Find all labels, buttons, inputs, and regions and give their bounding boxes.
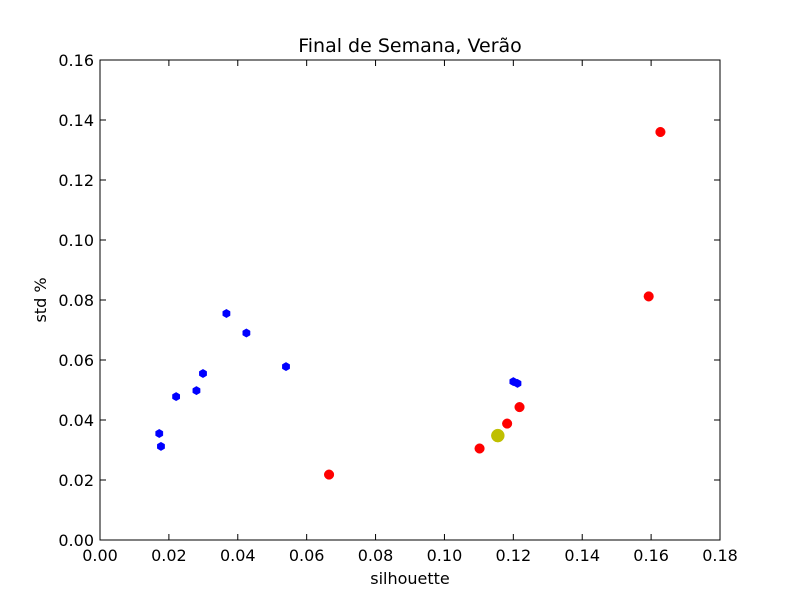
- data-point: [502, 418, 513, 429]
- x-axis-label: silhouette: [370, 569, 450, 588]
- x-tick-label: 0.18: [702, 546, 738, 565]
- y-tick-label: 0.12: [58, 171, 94, 190]
- y-axis-label: std %: [31, 277, 50, 322]
- x-tick-label: 0.08: [358, 546, 394, 565]
- data-point: [324, 469, 335, 480]
- data-point: [282, 362, 290, 372]
- data-point: [514, 402, 525, 413]
- y-tick-label: 0.04: [58, 411, 94, 430]
- x-tick-label: 0.16: [633, 546, 669, 565]
- data-point: [172, 392, 181, 402]
- chart-title: Final de Semana, Verão: [298, 35, 522, 57]
- data-point: [157, 441, 165, 451]
- data-points: [155, 126, 666, 480]
- data-point: [199, 369, 207, 378]
- data-point: [655, 126, 666, 138]
- x-tick-labels: 0.00 0.02 0.04 0.06 0.08 0.10 0.12 0.14 0.16 0.18: [82, 546, 738, 565]
- x-tick-label: 0.04: [220, 546, 256, 565]
- y-tick-label: 0.06: [58, 351, 94, 370]
- y-tick-label: 0.08: [58, 291, 94, 310]
- data-point: [222, 309, 231, 318]
- y-tick-labels: 0.00 0.02 0.04 0.06 0.08 0.10 0.12 0.14 0.16: [58, 51, 94, 550]
- y-tick-label: 0.14: [58, 111, 94, 130]
- x-tick-label: 0.00: [82, 546, 118, 565]
- x-tick-label: 0.06: [289, 546, 325, 565]
- data-point: [643, 291, 654, 302]
- y-tick-label: 0.10: [58, 231, 94, 250]
- y-tick-label: 0.02: [58, 471, 94, 490]
- data-point: [513, 378, 522, 388]
- plot-area: [99, 59, 721, 541]
- x-tick-label: 0.02: [151, 546, 187, 565]
- data-point: [192, 386, 201, 396]
- x-tick-label: 0.10: [427, 546, 463, 565]
- y-tick-label: 0.16: [58, 51, 94, 70]
- y-tick-label: 0.00: [58, 531, 94, 550]
- axis-ticks: [99, 59, 721, 541]
- data-point: [491, 428, 505, 443]
- data-point: [242, 328, 251, 338]
- x-tick-label: 0.14: [564, 546, 600, 565]
- x-tick-label: 0.12: [496, 546, 532, 565]
- plot-frame: [99, 59, 721, 541]
- data-point: [155, 429, 164, 438]
- data-point: [474, 443, 485, 454]
